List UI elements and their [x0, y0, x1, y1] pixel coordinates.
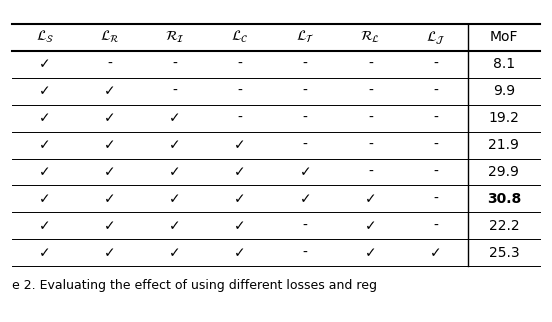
Text: -: -	[173, 84, 178, 98]
Text: 8.1: 8.1	[493, 57, 515, 71]
Text: $\mathcal{R}_{\mathcal{I}}$: $\mathcal{R}_{\mathcal{I}}$	[165, 29, 185, 45]
Text: ✓: ✓	[104, 219, 116, 233]
Text: -: -	[303, 219, 307, 233]
Text: ✓: ✓	[104, 84, 116, 98]
Text: 21.9: 21.9	[489, 138, 519, 152]
Text: -: -	[368, 138, 373, 152]
Text: ✓: ✓	[39, 111, 51, 125]
Text: ✓: ✓	[300, 165, 311, 179]
Text: $\mathcal{L}_{\mathcal{T}}$: $\mathcal{L}_{\mathcal{T}}$	[296, 29, 315, 45]
Text: ✓: ✓	[235, 246, 246, 260]
Text: MoF: MoF	[490, 30, 518, 44]
Text: -: -	[433, 192, 438, 206]
Text: ✓: ✓	[39, 192, 51, 206]
Text: ✓: ✓	[429, 246, 441, 260]
Text: -: -	[433, 111, 438, 125]
Text: -: -	[238, 111, 243, 125]
Text: $\mathcal{L}_{\mathcal{J}}$: $\mathcal{L}_{\mathcal{J}}$	[426, 29, 445, 46]
Text: -: -	[173, 57, 178, 71]
Text: -: -	[433, 165, 438, 179]
Text: -: -	[433, 219, 438, 233]
Text: 25.3: 25.3	[489, 246, 519, 260]
Text: -: -	[238, 57, 243, 71]
Text: ✓: ✓	[169, 138, 181, 152]
Text: 9.9: 9.9	[493, 84, 515, 98]
Text: 22.2: 22.2	[489, 219, 519, 233]
Text: ✓: ✓	[169, 219, 181, 233]
Text: 30.8: 30.8	[487, 192, 521, 206]
Text: -: -	[433, 57, 438, 71]
Text: ✓: ✓	[300, 192, 311, 206]
Text: ✓: ✓	[169, 192, 181, 206]
Text: $\mathcal{L}_{\mathcal{R}}$: $\mathcal{L}_{\mathcal{R}}$	[100, 29, 120, 45]
Text: ✓: ✓	[169, 165, 181, 179]
Text: -: -	[368, 84, 373, 98]
Text: -: -	[368, 57, 373, 71]
Text: ✓: ✓	[104, 138, 116, 152]
Text: ✓: ✓	[235, 138, 246, 152]
Text: ✓: ✓	[39, 246, 51, 260]
Text: -: -	[433, 84, 438, 98]
Text: -: -	[303, 84, 307, 98]
Text: ✓: ✓	[235, 219, 246, 233]
Text: 19.2: 19.2	[489, 111, 519, 125]
Text: -: -	[108, 57, 113, 71]
Text: ✓: ✓	[39, 138, 51, 152]
Text: -: -	[303, 246, 307, 260]
Text: ✓: ✓	[104, 246, 116, 260]
Text: -: -	[238, 84, 243, 98]
Text: ✓: ✓	[169, 246, 181, 260]
Text: e 2. Evaluating the effect of using different losses and reg: e 2. Evaluating the effect of using diff…	[12, 279, 378, 292]
Text: ✓: ✓	[235, 192, 246, 206]
Text: ✓: ✓	[39, 165, 51, 179]
Text: ✓: ✓	[169, 111, 181, 125]
Text: 29.9: 29.9	[489, 165, 519, 179]
Text: ✓: ✓	[235, 165, 246, 179]
Text: $\mathcal{L}_{\mathcal{C}}$: $\mathcal{L}_{\mathcal{C}}$	[231, 29, 249, 45]
Text: -: -	[303, 57, 307, 71]
Text: ✓: ✓	[364, 219, 376, 233]
Text: -: -	[433, 138, 438, 152]
Text: ✓: ✓	[364, 246, 376, 260]
Text: -: -	[368, 111, 373, 125]
Text: -: -	[303, 111, 307, 125]
Text: -: -	[368, 165, 373, 179]
Text: ✓: ✓	[39, 219, 51, 233]
Text: $\mathcal{L}_{\mathcal{S}}$: $\mathcal{L}_{\mathcal{S}}$	[36, 29, 54, 45]
Text: ✓: ✓	[104, 111, 116, 125]
Text: -: -	[303, 138, 307, 152]
Text: ✓: ✓	[39, 84, 51, 98]
Text: $\mathcal{R}_{\mathcal{L}}$: $\mathcal{R}_{\mathcal{L}}$	[360, 29, 380, 45]
Text: ✓: ✓	[104, 165, 116, 179]
Text: ✓: ✓	[364, 192, 376, 206]
Text: ✓: ✓	[104, 192, 116, 206]
Text: ✓: ✓	[39, 57, 51, 71]
